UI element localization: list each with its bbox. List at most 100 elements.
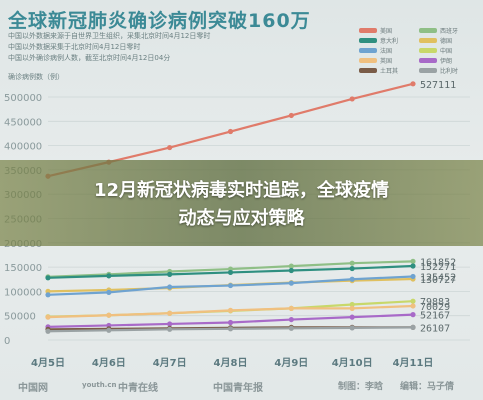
legend-label: 伊朗	[440, 58, 453, 65]
data-point	[167, 144, 173, 151]
x-tick-label: 4月9日	[274, 357, 308, 369]
data-point	[349, 260, 355, 266]
data-point	[349, 276, 355, 282]
legend-label: 意大利	[380, 38, 399, 45]
data-point	[106, 312, 112, 318]
legend-item: 西班牙	[419, 26, 479, 35]
data-point	[349, 96, 355, 102]
logo-china-net: 中国网	[18, 383, 48, 394]
legend-swatch	[419, 38, 437, 43]
data-point	[410, 312, 416, 318]
data-point	[45, 328, 51, 334]
headline-line-1: 12月新冠状病毒实时追踪，全球疫情	[93, 180, 390, 201]
y-axis-label: 确诊病例数（例）	[8, 73, 64, 81]
y-tick-label: 400000	[4, 142, 42, 153]
end-value-label: 152271	[420, 262, 456, 273]
data-point	[288, 316, 294, 323]
data-point	[410, 303, 416, 309]
legend-swatch	[419, 28, 437, 33]
data-point	[227, 282, 234, 289]
publisher-logo: 中国青年报	[213, 383, 263, 394]
legend-swatch	[359, 58, 377, 63]
legend-label: 土耳其	[380, 68, 399, 75]
data-point	[288, 112, 294, 119]
y-tick-label: 50000	[4, 312, 36, 323]
data-point	[410, 263, 416, 269]
footer: 中国网 youth.cn 中青在线 中国青年报 制图：李晗 编辑：马子倩	[0, 376, 483, 400]
data-point	[106, 289, 112, 295]
legend-swatch	[419, 68, 437, 73]
headline-line-2: 动态与应对策略	[178, 208, 305, 229]
data-point	[167, 321, 173, 327]
legend-label: 西班牙	[440, 28, 459, 35]
legend-item: 意大利	[359, 36, 419, 45]
source-note-3: 中国以外确诊病例人数，截至北京时间4月12日04分	[8, 54, 171, 62]
legend-item: 土耳其	[359, 66, 419, 75]
y-tick-label: 450000	[4, 117, 42, 128]
data-point	[288, 305, 294, 312]
data-point	[227, 307, 234, 313]
end-value-label: 161852	[420, 257, 456, 268]
data-point	[410, 81, 416, 87]
legend-label: 美国	[380, 28, 393, 35]
legend-item: 法国	[359, 46, 419, 55]
data-point	[349, 325, 355, 331]
x-tick-label: 4月11日	[393, 357, 434, 369]
end-value-label: 527111	[420, 80, 456, 91]
legend-item: 中国	[419, 46, 479, 55]
y-tick-label: 0	[4, 336, 10, 347]
end-value-label: 26107	[420, 323, 450, 334]
end-value-label: 52167	[420, 311, 450, 322]
data-point	[349, 314, 355, 320]
legend-swatch	[419, 58, 437, 63]
data-point	[106, 327, 112, 333]
data-point	[288, 267, 294, 274]
data-point	[45, 275, 51, 281]
logo-cyol: 中青在线	[118, 383, 158, 394]
data-point	[227, 326, 234, 332]
data-point	[227, 319, 234, 326]
legend-item: 伊朗	[419, 56, 479, 65]
legend-label: 中国	[440, 48, 453, 55]
legend-label: 法国	[380, 48, 393, 55]
x-tick-label: 4月6日	[92, 357, 126, 369]
legend: 美国 西班牙 意大利 德国 法国 中国 英国 伊朗 土耳其 比利时	[359, 26, 479, 75]
legend-swatch	[359, 28, 377, 33]
data-point	[288, 325, 294, 331]
legend-swatch	[419, 48, 437, 53]
data-point	[227, 128, 234, 135]
y-tick-label: 150000	[4, 263, 42, 274]
data-point	[45, 292, 51, 298]
data-point	[167, 326, 173, 332]
y-tick-label: 500000	[4, 93, 42, 104]
data-point	[349, 265, 355, 272]
data-point	[410, 273, 416, 280]
data-point	[167, 310, 173, 316]
legend-label: 比利时	[440, 68, 459, 75]
x-tick-label: 4月7日	[153, 357, 187, 369]
legend-item: 英国	[359, 56, 419, 65]
logo-youth: youth.cn	[82, 381, 117, 389]
data-point	[349, 301, 355, 308]
end-value-label: 130727	[420, 275, 456, 286]
headline-banner: 12月新冠状病毒实时追踪，全球疫情 动态与应对策略	[0, 160, 483, 246]
data-point	[227, 269, 234, 276]
producer-credit: 制图：李晗	[338, 382, 384, 392]
data-point	[410, 298, 416, 304]
data-point	[410, 258, 416, 264]
source-note-1: 中国以外数据来源于自世界卫生组织，采集北京时间4月12日零时	[8, 32, 211, 40]
legend-label: 英国	[380, 58, 393, 65]
editor-credit: 编辑：马子倩	[400, 382, 455, 392]
source-note-2: 中国以外数据采集于北京时间4月12日零时	[8, 43, 141, 51]
data-point	[288, 280, 294, 286]
legend-swatch	[359, 38, 377, 43]
x-tick-label: 4月8日	[214, 357, 248, 369]
legend-swatch	[359, 48, 377, 53]
data-point	[106, 273, 112, 279]
legend-item: 美国	[359, 26, 419, 35]
data-point	[349, 305, 355, 312]
chart-title: 全球新冠肺炎确诊病例突破160万	[8, 10, 311, 32]
data-point	[167, 284, 173, 290]
